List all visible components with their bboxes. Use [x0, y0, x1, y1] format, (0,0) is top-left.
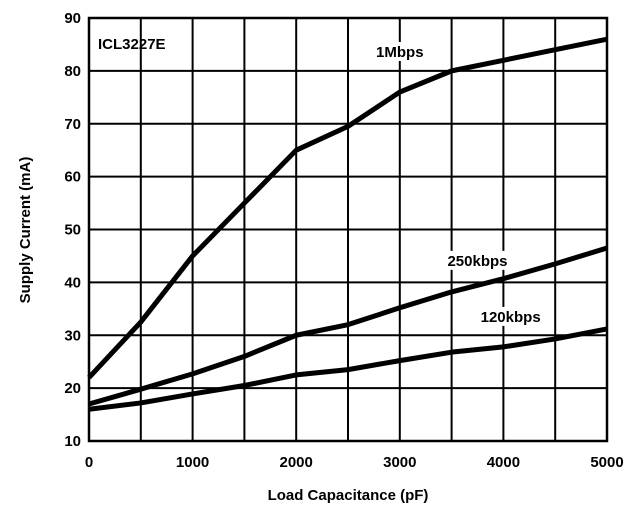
series-label-bg: [371, 42, 429, 62]
x-axis-title: Load Capacitance (pF): [268, 487, 429, 504]
y-tick-label: 30: [64, 327, 81, 344]
x-tick-label: 0: [85, 454, 93, 471]
y-tick-label: 60: [64, 169, 81, 186]
series-line: [87, 36, 608, 380]
x-tick-label: 3000: [383, 454, 416, 471]
x-tick-label: 5000: [590, 454, 623, 471]
y-tick-label: 50: [64, 222, 81, 239]
y-tick-label: 90: [64, 10, 81, 27]
series-line: [88, 245, 608, 407]
series-labels: 1Mbps 250kbps 120kbps: [371, 42, 549, 326]
plot-border: [87, 16, 609, 443]
tick-labels: 0 1000 2000 3000 4000 5000 10 20 30 40 50 60 70 80 90: [64, 10, 623, 471]
series-label: 120kbps: [481, 309, 541, 326]
series-label-bg: [440, 250, 515, 270]
y-tick-label: 10: [64, 433, 81, 450]
x-tick-label: 1000: [176, 454, 209, 471]
annotation-chip: ICL3227E: [98, 36, 166, 53]
y-axis-title: Supply Current (mA): [17, 157, 34, 304]
series-label-bg: [473, 306, 549, 326]
series-line: [88, 326, 608, 412]
plot-frame: [87, 16, 609, 443]
series-label: 250kbps: [447, 253, 507, 270]
y-tick-label: 40: [64, 274, 81, 291]
y-tick-label: 80: [64, 63, 81, 80]
chart-annotation: ICL3227E: [98, 36, 166, 53]
series-label: 1Mbps: [376, 44, 424, 61]
grid: [88, 17, 608, 442]
y-tick-label: 20: [64, 380, 81, 397]
x-tick-label: 2000: [280, 454, 313, 471]
x-tick-label: 4000: [487, 454, 520, 471]
y-tick-label: 70: [64, 116, 81, 133]
series-lines: [87, 36, 608, 412]
